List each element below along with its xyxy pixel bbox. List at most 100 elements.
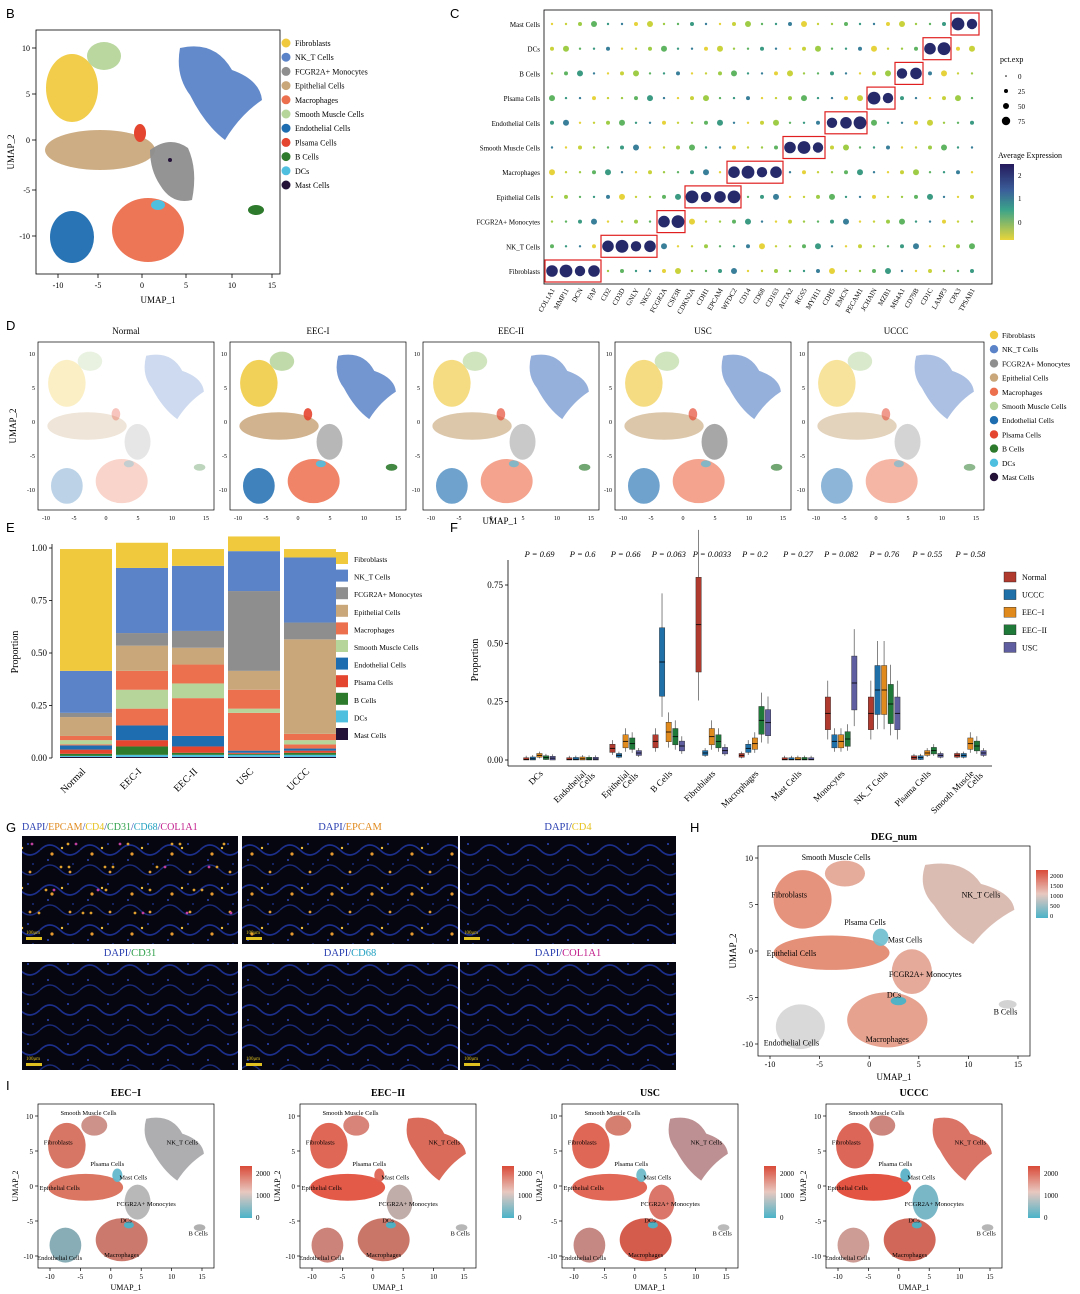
- cluster-label: Epithelial Cells: [828, 1185, 869, 1192]
- dot: [937, 42, 951, 56]
- p-value-label: P = 0.6: [569, 549, 596, 559]
- dot: [969, 243, 975, 250]
- dot: [956, 220, 960, 223]
- scale-bar: [464, 1063, 480, 1066]
- legend-swatch: [336, 640, 348, 652]
- legend-label: NK_T Cells: [1002, 345, 1038, 354]
- signal-dot: [30, 842, 34, 846]
- dot: [591, 218, 597, 225]
- if-title-part: DAPI: [535, 948, 560, 959]
- cluster-label: B Cells: [994, 1008, 1018, 1017]
- dot: [577, 70, 583, 77]
- dot: [662, 269, 666, 273]
- panel-b-yticks: 10 5 0 -5 -10: [19, 44, 36, 241]
- x-tick-label: B Cells: [648, 768, 674, 794]
- panel-g-immunofluorescence: 100μmDAPI/EPCAM/CD4/CD31/CD68/COL1A1100μ…: [22, 822, 676, 1070]
- colorbar-tick-label: 2000: [1044, 1170, 1059, 1178]
- legend-swatch: [281, 38, 291, 48]
- cluster: [865, 459, 918, 504]
- cluster: [900, 1168, 911, 1182]
- x-tick-label: 0: [875, 516, 878, 522]
- bar-segment: [116, 567, 168, 634]
- y-tick-label: 10: [414, 352, 420, 358]
- colorbar-tick-label: 0: [780, 1214, 784, 1222]
- dot: [802, 220, 806, 223]
- panel-b-xticks: -10 -5 0 5 10 15: [53, 274, 276, 290]
- dot: [927, 193, 933, 200]
- dot: [630, 241, 642, 252]
- cluster-label: Plsama Cells: [878, 1161, 912, 1168]
- x-tick-label: -5: [601, 1273, 607, 1281]
- panel-letter-d: D: [6, 318, 15, 333]
- x-tick-label: 15: [723, 1273, 731, 1281]
- x-tick-label: -10: [812, 516, 820, 522]
- colorbar-tick-label: 0: [1044, 1214, 1048, 1222]
- legend-label: Smooth Muscle Cells: [1002, 402, 1067, 411]
- panel-h-deg-umap: DEG_num Smooth Muscle Cells Fibroblasts NK_…: [728, 832, 1063, 1082]
- if-title-part: /: [128, 948, 131, 959]
- colorbar: [240, 1166, 252, 1218]
- x-tick-label: -10: [234, 516, 242, 522]
- dot: [886, 47, 890, 50]
- legend-label: DCs: [1002, 459, 1015, 468]
- dot: [550, 72, 554, 75]
- marker-box: [950, 12, 980, 36]
- dot: [550, 244, 554, 249]
- dot: [549, 95, 555, 102]
- cluster-label: Macrophages: [892, 1252, 927, 1259]
- dot: [970, 220, 974, 223]
- dot: [620, 96, 624, 100]
- x-tick-label: 10: [939, 516, 945, 522]
- dot: [704, 22, 708, 26]
- dot: [774, 145, 778, 150]
- scale-bar: [464, 937, 480, 940]
- panel-letter-b: B: [6, 6, 15, 21]
- y-tick-label: 0.75: [31, 596, 47, 606]
- dot: [619, 193, 625, 200]
- dot: [704, 244, 708, 249]
- dot: [714, 191, 726, 203]
- dot: [802, 121, 806, 125]
- dot: [746, 269, 750, 273]
- dot: [857, 95, 863, 102]
- bar-segment: [284, 754, 336, 757]
- legend-swatch: [281, 137, 291, 147]
- y-tick-label: 5: [26, 90, 30, 99]
- umap-title: EEC-I: [307, 326, 330, 336]
- dot: [788, 121, 792, 125]
- dot: [928, 245, 932, 248]
- dot: [704, 269, 708, 273]
- legend-label: Plsama Cells: [295, 138, 337, 147]
- dot: [788, 269, 792, 273]
- box: [781, 757, 788, 761]
- dot: [718, 245, 722, 248]
- dot: [956, 72, 960, 75]
- x-tick-label: Plsama Cells: [893, 768, 933, 808]
- p-value-label: P = 0.66: [610, 549, 642, 559]
- dot: [872, 220, 876, 223]
- legend-swatch: [989, 330, 999, 340]
- dot: [910, 67, 922, 80]
- dot: [592, 47, 596, 50]
- cluster-label: Plsama Cells: [90, 1161, 124, 1168]
- dot: [633, 144, 639, 151]
- box: [795, 757, 801, 761]
- cluster: [836, 1122, 874, 1169]
- bar-segment: [284, 756, 336, 758]
- dot: [606, 146, 610, 149]
- row-label: Macrophages: [502, 169, 540, 177]
- gene-label: FAP: [586, 287, 599, 302]
- dot: [634, 269, 638, 273]
- bar-segment: [172, 735, 224, 747]
- y-tick-label: 5: [802, 386, 805, 392]
- cluster: [193, 463, 206, 471]
- dot: [914, 220, 918, 223]
- umap-title: USC: [694, 326, 712, 336]
- dot: [914, 96, 918, 100]
- dot: [858, 269, 862, 273]
- p-value-label: P = 0.69: [524, 549, 556, 559]
- legend-swatch: [281, 166, 291, 176]
- dot: [760, 194, 764, 199]
- dot: [676, 47, 680, 50]
- cluster: [701, 423, 728, 460]
